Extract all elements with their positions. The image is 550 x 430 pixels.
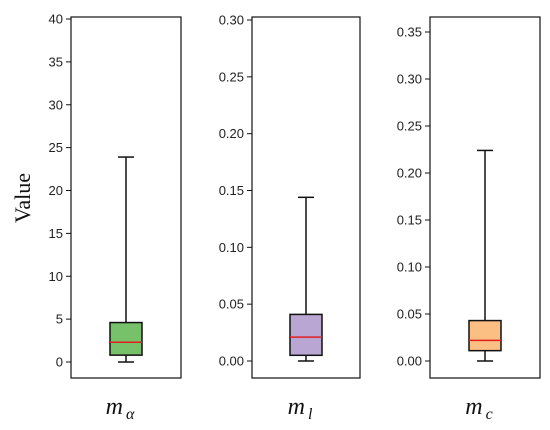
y-axis-label: Value <box>10 173 35 223</box>
panel-label-sub: l <box>308 406 313 423</box>
y-tick-label: 10 <box>49 269 63 284</box>
y-tick-label: 35 <box>49 54 63 69</box>
y-tick-label: 0.35 <box>397 25 422 40</box>
y-tick-label: 0.05 <box>397 307 422 322</box>
iqr-box <box>289 313 323 357</box>
y-tick-label: 20 <box>49 183 63 198</box>
y-tick-label: 0.15 <box>219 183 244 198</box>
y-tick-label: 0.15 <box>397 213 422 228</box>
panel-2: 0.00 0.05 0.10 0.15 0.20 0.25 0.30 m l <box>219 13 361 423</box>
panel-label-sub: α <box>126 406 135 423</box>
y-tick-label: 25 <box>49 140 63 155</box>
y-tick-label: 40 <box>49 12 63 27</box>
y-tick-label: 0.00 <box>219 354 244 369</box>
iqr-box <box>468 319 502 352</box>
y-tick-label: 0.05 <box>219 297 244 312</box>
y-tick-label: 0 <box>56 355 63 370</box>
y-tick-label: 0.10 <box>397 260 422 275</box>
panel-1: 0 5 10 15 20 25 30 35 40 m α <box>49 12 182 423</box>
panel-label-main: m <box>465 394 482 420</box>
y-tick-label: 30 <box>49 97 63 112</box>
y-tick-label: 0.30 <box>219 13 244 28</box>
panel-label-sub: c <box>486 406 493 423</box>
y-tick-label: 15 <box>49 226 63 241</box>
panel-label-main: m <box>106 394 123 420</box>
iqr-box <box>109 321 143 356</box>
plot-frame <box>429 16 541 379</box>
y-tick-label: 0.00 <box>397 354 422 369</box>
y-tick-label: 0.25 <box>397 119 422 134</box>
y-tick-label: 5 <box>56 312 63 327</box>
y-tick-label: 0.10 <box>219 240 244 255</box>
panel-label-main: m <box>288 394 305 420</box>
y-tick-label: 0.20 <box>219 126 244 141</box>
y-tick-label: 0.20 <box>397 166 422 181</box>
y-tick-label: 0.25 <box>219 69 244 84</box>
panel-3: 0.00 0.05 0.10 0.15 0.20 0.25 0.30 0.35 m c <box>397 16 541 423</box>
y-tick-label: 0.30 <box>397 72 422 87</box>
plot-frame <box>70 16 182 379</box>
plot-frame <box>251 16 361 379</box>
